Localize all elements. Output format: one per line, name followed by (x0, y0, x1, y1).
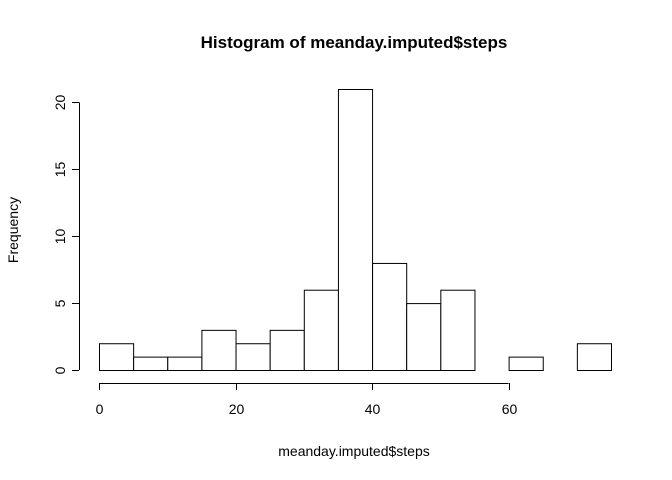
histogram-bar (235, 343, 271, 372)
bars-group (99, 89, 612, 372)
histogram-bar (201, 329, 237, 372)
y-axis-label: Frequency (5, 197, 21, 263)
histogram-bar (303, 289, 339, 372)
y-tick-label: 0 (52, 366, 68, 374)
x-tick-label: 40 (365, 401, 381, 417)
x-tick-label: 60 (502, 401, 518, 417)
histogram-bar (440, 289, 476, 372)
histogram-bar (576, 343, 612, 372)
histogram-bar (133, 356, 169, 372)
chart-title: Histogram of meanday.imputed$steps (201, 33, 508, 52)
x-axis: 0 20 40 60 (96, 383, 518, 417)
histogram-bar (372, 262, 408, 372)
histogram-bar (269, 329, 305, 372)
histogram-bar (167, 356, 203, 372)
y-tick-label: 15 (52, 162, 68, 178)
x-tick-label: 20 (229, 401, 245, 417)
histogram-bar (406, 303, 442, 372)
y-axis: 0 5 10 15 20 (52, 95, 80, 374)
y-tick-label: 5 (52, 299, 68, 307)
histogram-bar (99, 343, 135, 372)
x-tick-label: 0 (96, 401, 104, 417)
y-tick-label: 10 (52, 229, 68, 245)
x-axis-label: meanday.imputed$steps (278, 443, 430, 459)
y-tick-label: 20 (52, 95, 68, 111)
histogram-bar (337, 89, 374, 371)
histogram-bar (508, 356, 544, 372)
